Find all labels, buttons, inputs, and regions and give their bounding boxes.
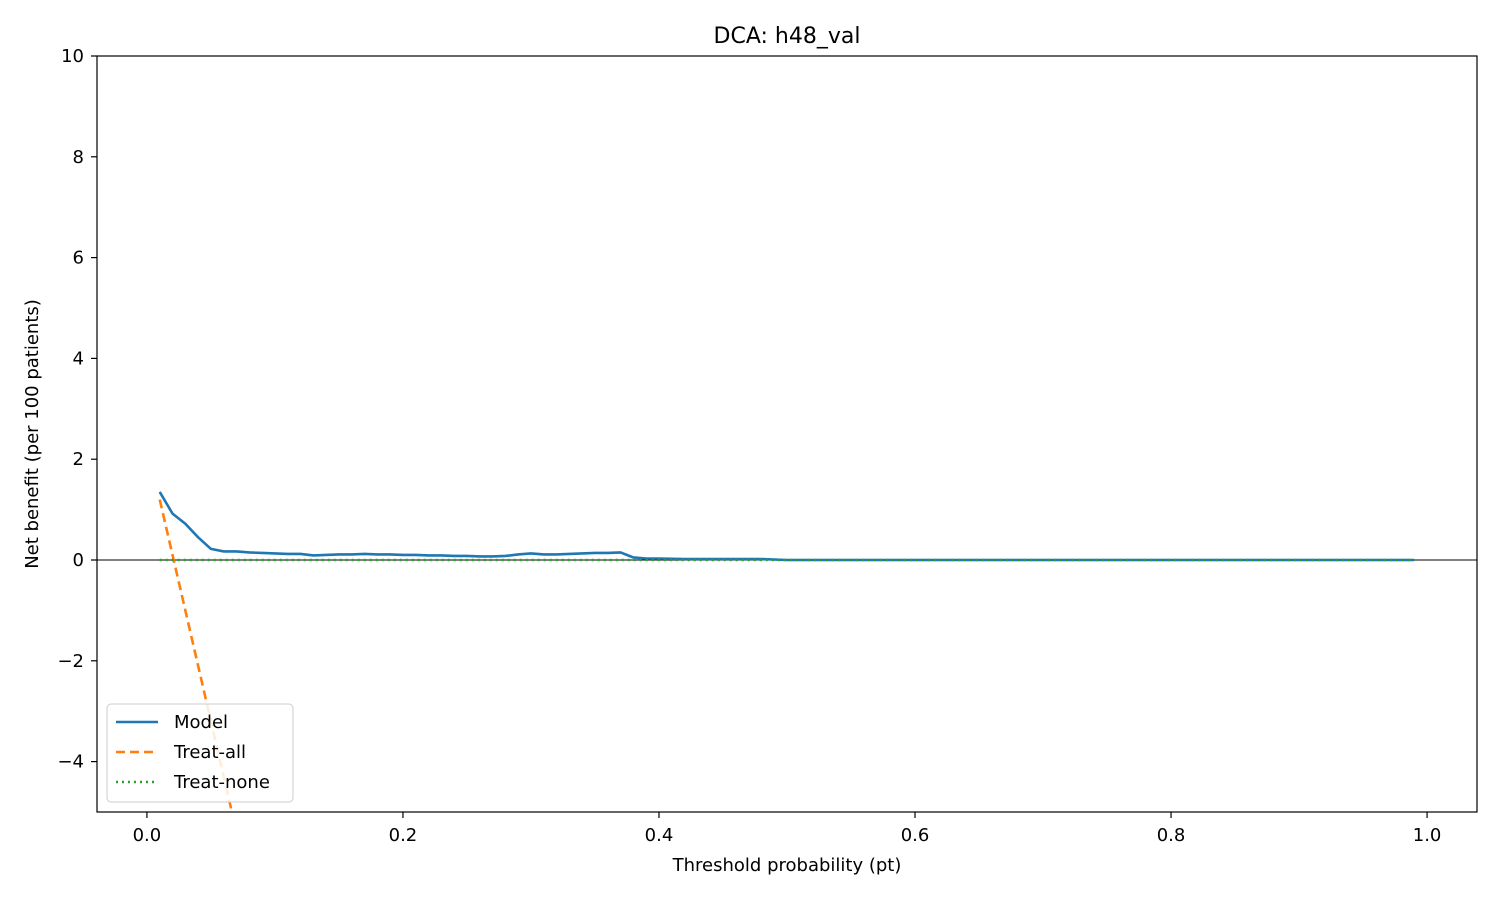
- legend-entry-label: Treat-none: [173, 772, 270, 793]
- x-tick-label: 0.0: [133, 825, 162, 846]
- x-axis: 0.0 0.2 0.4 0.6 0.8 1.0: [133, 812, 1442, 846]
- x-axis-label: Threshold probability (pt): [672, 855, 902, 876]
- x-tick-label: 0.8: [1157, 825, 1186, 846]
- legend-entry-label: Treat-all: [173, 742, 246, 763]
- plot-frame: [96, 55, 1478, 813]
- y-axis: −4 −2 0 2 4 6 8 10: [57, 46, 97, 773]
- legend-entry-label: Model: [174, 712, 228, 733]
- y-axis-label: Net benefit (per 100 patients): [22, 299, 43, 569]
- y-tick-label: 8: [73, 147, 84, 168]
- x-tick-label: 1.0: [1413, 825, 1442, 846]
- x-tick-label: 0.6: [901, 825, 930, 846]
- legend-box: [106, 703, 294, 803]
- y-tick-label: 2: [73, 449, 84, 470]
- y-tick-label: 10: [61, 46, 84, 67]
- y-tick-label: 0: [73, 550, 84, 571]
- y-tick-label: 4: [73, 348, 84, 369]
- x-tick-label: 0.4: [645, 825, 674, 846]
- chart-title: DCA: h48_val: [714, 24, 861, 49]
- legend: Model Treat-all Treat-none: [106, 703, 294, 803]
- x-tick-label: 0.2: [389, 825, 418, 846]
- y-tick-label: −2: [57, 651, 84, 672]
- y-tick-label: −4: [57, 752, 84, 773]
- y-tick-label: 6: [73, 248, 84, 269]
